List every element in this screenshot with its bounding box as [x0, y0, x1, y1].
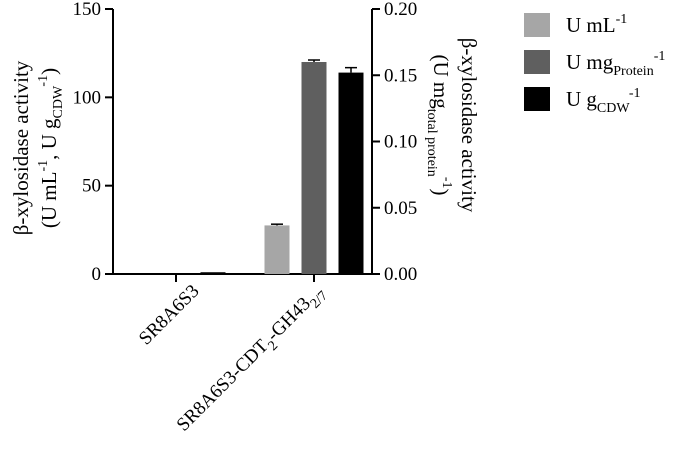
- category-label: SR8A6S3: [135, 281, 204, 350]
- legend-label: U mgProtein-1: [566, 49, 665, 79]
- right-tick-label: 0.15: [384, 65, 417, 86]
- bar: [301, 62, 327, 274]
- category-label-group: SR8A6S3: [135, 281, 204, 350]
- legend-swatch: [524, 50, 550, 74]
- left-tick-label: 50: [82, 176, 101, 197]
- chart-axes: 0 50 100 150 0.00 0.05 0.10 0.15 0.20: [73, 0, 418, 285]
- legend-swatch: [524, 13, 550, 37]
- right-axis-title-group: β-xylosidase activity(U mgtotal protein-…: [424, 38, 481, 213]
- left-axis-title-line2: (U mL-1, U gCDW-1): [36, 68, 66, 228]
- chart-bars: [200, 59, 364, 274]
- legend-label: U gCDW-1: [566, 86, 640, 116]
- right-axis-title-line2: (U mgtotal protein-1): [424, 55, 454, 196]
- right-tick-label: 0.00: [384, 264, 417, 285]
- right-tick-label: 0.20: [384, 0, 417, 20]
- category-label-group: SR8A6S3-CDT2-GH432/7: [173, 281, 331, 439]
- bar: [338, 72, 364, 274]
- bar: [200, 272, 226, 274]
- chart-legend: U mL-1 U mgProtein-1 U gCDW-1: [524, 12, 665, 116]
- bar: [264, 225, 290, 274]
- right-tick-label: 0.05: [384, 198, 417, 219]
- left-tick-label: 100: [73, 87, 102, 108]
- left-axis-title-group: β-xylosidase activity (U mL-1, U gCDW-1): [9, 60, 66, 235]
- right-tick-label: 0.10: [384, 132, 417, 153]
- category-label: SR8A6S3-CDT2-GH432/7: [173, 281, 331, 439]
- legend-swatch: [524, 87, 550, 111]
- legend-label: U mL-1: [566, 12, 627, 37]
- left-axis-title-line1: β-xylosidase activity: [9, 60, 33, 235]
- left-tick-label: 0: [92, 264, 102, 285]
- right-axis-title-line1: β-xylosidase activity: [457, 38, 481, 213]
- left-tick-label: 150: [73, 0, 102, 20]
